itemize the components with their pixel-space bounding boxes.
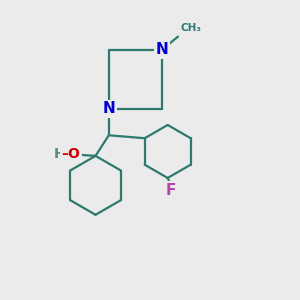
- Text: –O: –O: [62, 147, 80, 161]
- Text: N: N: [155, 42, 168, 57]
- Text: N: N: [102, 101, 115, 116]
- Text: F: F: [166, 183, 176, 198]
- Text: H: H: [53, 147, 65, 161]
- Text: CH₃: CH₃: [180, 23, 201, 33]
